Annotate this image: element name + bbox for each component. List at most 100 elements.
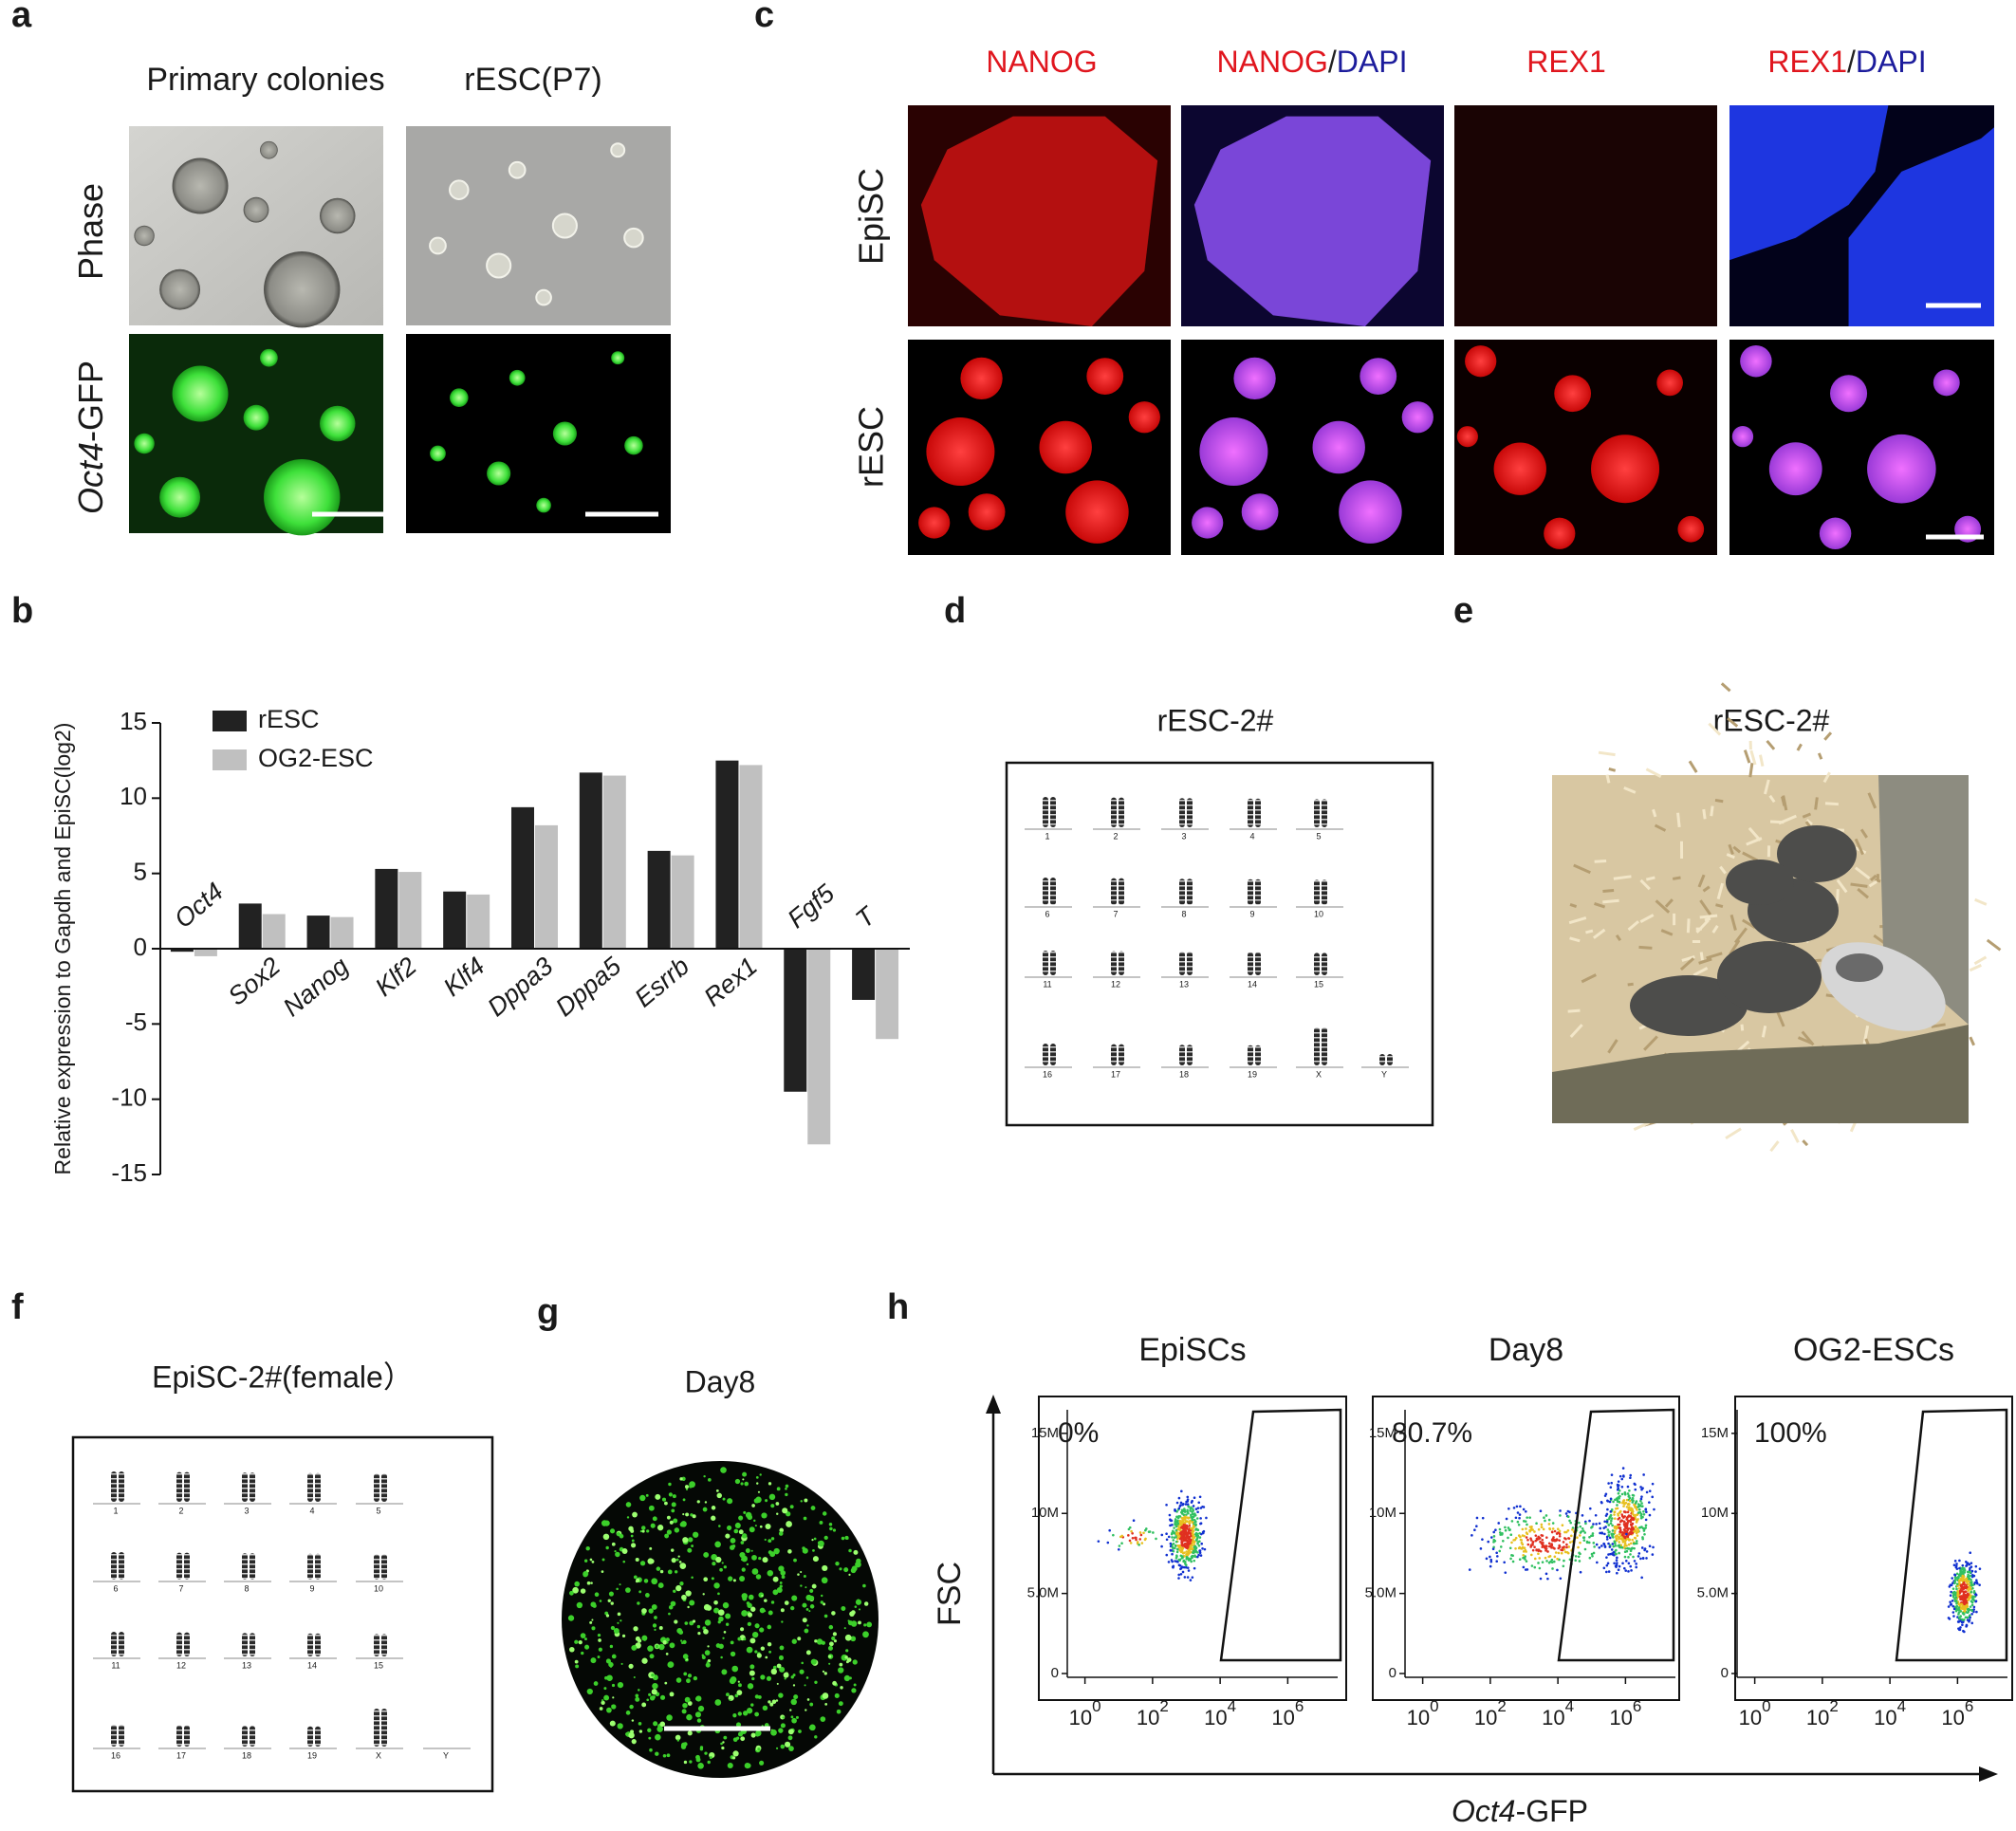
gfp-cell <box>802 1602 807 1608</box>
gfp-cell <box>740 1482 744 1486</box>
event-dot <box>1607 1482 1610 1485</box>
event-dot <box>1174 1556 1178 1560</box>
chromosome <box>1314 952 1320 975</box>
gfp-cell <box>667 1661 675 1668</box>
event-dot <box>1580 1530 1583 1533</box>
event-dot <box>1178 1528 1181 1531</box>
event-dot <box>1972 1605 1976 1609</box>
event-dot <box>1622 1523 1626 1526</box>
gfp-cell <box>574 1639 579 1644</box>
gfp-cell <box>697 1632 701 1636</box>
event-dot <box>1965 1623 1969 1627</box>
event-dot <box>1526 1523 1528 1526</box>
event-dot <box>1625 1506 1629 1508</box>
event-dot <box>1508 1528 1511 1531</box>
event-dot <box>1953 1578 1957 1581</box>
chromosome <box>1111 878 1117 905</box>
gfp-cell <box>755 1731 760 1737</box>
chromosome <box>111 1632 117 1656</box>
event-dot <box>1616 1504 1618 1507</box>
gfp-cell <box>776 1586 783 1593</box>
gfp-cell <box>733 1528 739 1534</box>
colony <box>486 252 512 279</box>
wood-shaving <box>1688 760 1698 773</box>
event-dot <box>1618 1526 1621 1530</box>
event-dot <box>1618 1511 1621 1514</box>
event-dot <box>1587 1541 1591 1544</box>
gfp-cell <box>758 1556 762 1561</box>
gfp-cell <box>687 1701 693 1706</box>
event-dot <box>1537 1562 1540 1564</box>
event-dot <box>1190 1560 1193 1563</box>
wood-shaving <box>1726 853 1735 860</box>
gfp-cell <box>741 1558 744 1562</box>
gfp-cell <box>791 1638 797 1644</box>
gfp-cell <box>652 1682 658 1690</box>
colony <box>1591 435 1660 504</box>
event-dot <box>1183 1510 1187 1513</box>
event-dot <box>1546 1577 1549 1581</box>
gfp-cell <box>651 1673 655 1677</box>
event-dot <box>1595 1523 1598 1526</box>
gfp-cell <box>702 1507 708 1512</box>
gfp-cell <box>827 1645 833 1651</box>
event-dot <box>1106 1541 1110 1544</box>
event-dot <box>1620 1485 1624 1489</box>
event-dot <box>1648 1544 1652 1547</box>
gfp-cell <box>721 1669 728 1675</box>
colony <box>264 459 341 536</box>
gfp-cell <box>717 1609 725 1617</box>
chromosome-label: 10 <box>374 1583 383 1593</box>
bar <box>579 772 602 949</box>
gfp-cell <box>597 1633 601 1637</box>
gfp-cell <box>751 1554 757 1561</box>
chromosome-label: 1 <box>1045 831 1049 841</box>
gfp-cell <box>630 1543 637 1548</box>
event-dot <box>1652 1545 1655 1549</box>
wood-shaving <box>1782 795 1788 811</box>
gfp-cell <box>778 1655 785 1660</box>
mouse <box>1777 825 1857 882</box>
gfp-cell <box>805 1586 807 1589</box>
event-dot <box>1561 1524 1564 1527</box>
event-dot <box>1491 1547 1495 1551</box>
event-dot <box>1952 1593 1955 1597</box>
colony <box>1065 480 1129 544</box>
chromosome <box>307 1633 313 1656</box>
event-dot <box>1543 1516 1545 1520</box>
gfp-cell <box>673 1589 676 1594</box>
gfp-cell <box>765 1499 768 1503</box>
event-dot <box>1619 1544 1623 1547</box>
event-dot <box>1608 1515 1612 1518</box>
event-dot <box>1192 1524 1195 1527</box>
gfp-cell <box>676 1739 680 1742</box>
event-dot <box>1198 1551 1202 1555</box>
event-dot <box>1197 1544 1201 1547</box>
chromosome-label: 12 <box>1111 979 1120 989</box>
event-dot <box>1172 1549 1175 1553</box>
event-dot <box>1186 1498 1190 1501</box>
gfp-cell <box>669 1642 675 1649</box>
chromosome <box>374 1473 379 1502</box>
event-dot <box>1644 1524 1648 1527</box>
gfp-cell <box>803 1516 807 1521</box>
gfp-cell <box>584 1637 587 1641</box>
gfp-cell <box>633 1575 638 1580</box>
gfp-cell <box>775 1551 779 1555</box>
gfp-cell <box>790 1698 797 1706</box>
x-tick-base: 10 <box>1474 1706 1497 1729</box>
event-dot <box>1583 1531 1587 1534</box>
gfp-cell <box>810 1658 817 1665</box>
event-dot <box>1964 1616 1968 1619</box>
x-tick-base: 10 <box>1941 1706 1964 1729</box>
event-dot <box>1970 1600 1973 1603</box>
event-dot <box>1498 1549 1502 1553</box>
event-dot <box>1634 1537 1637 1540</box>
gfp-cell <box>769 1702 774 1707</box>
legend-swatch <box>213 749 247 770</box>
gfp-cell <box>671 1558 676 1563</box>
gfp-cell <box>669 1692 675 1697</box>
event-dot <box>1517 1546 1521 1550</box>
gfp-cell <box>686 1678 691 1684</box>
event-dot <box>1617 1568 1620 1571</box>
